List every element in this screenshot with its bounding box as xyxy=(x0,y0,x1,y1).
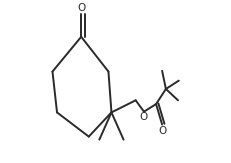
Text: O: O xyxy=(157,126,166,136)
Text: O: O xyxy=(77,3,85,13)
Text: O: O xyxy=(139,112,147,122)
